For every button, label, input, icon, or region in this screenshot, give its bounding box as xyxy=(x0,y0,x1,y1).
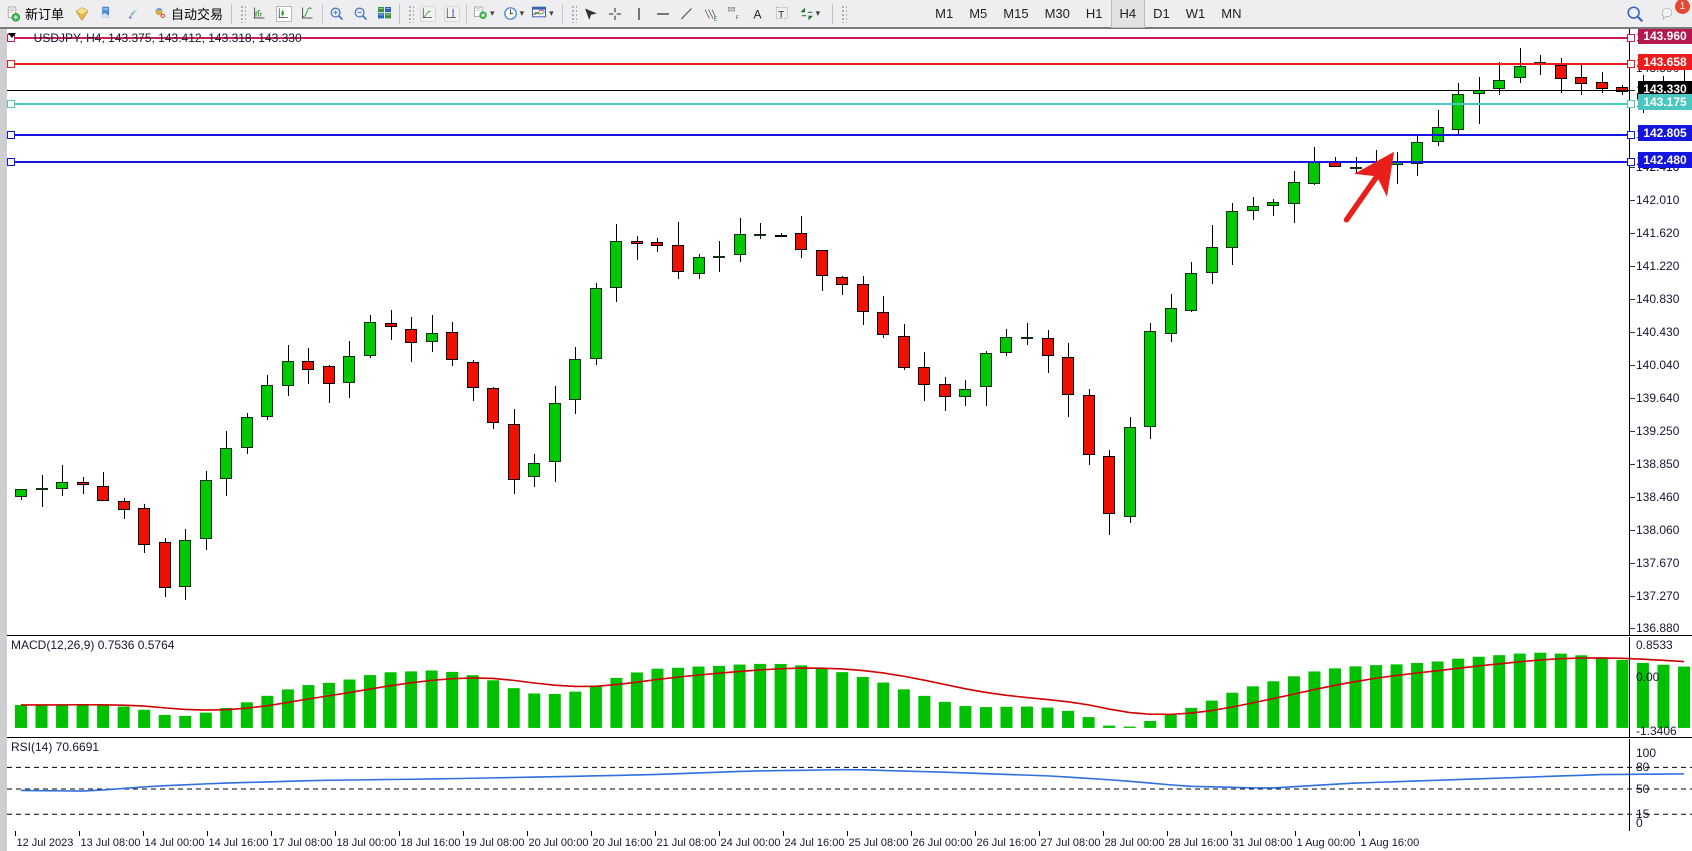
svg-text:E: E xyxy=(713,16,717,22)
svg-text:T: T xyxy=(778,9,784,20)
svg-text:A: A xyxy=(753,7,761,21)
svg-text:F: F xyxy=(735,15,739,21)
